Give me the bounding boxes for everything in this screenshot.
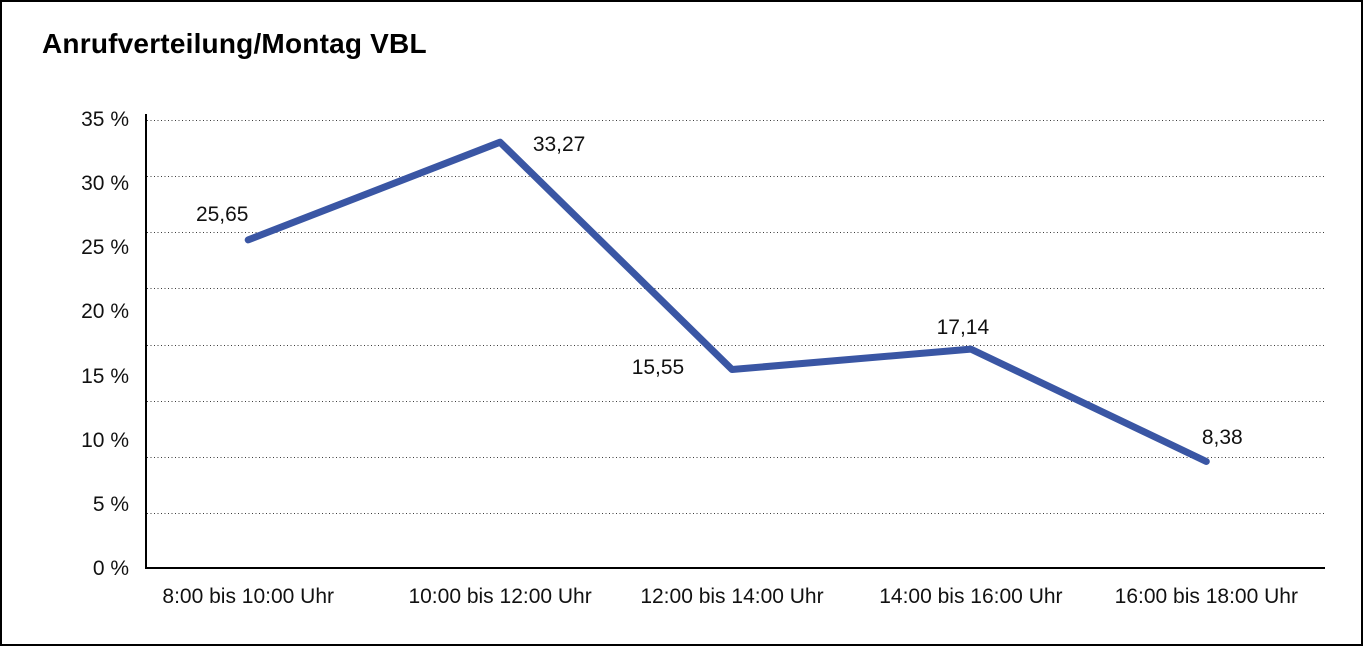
y-tick-label: 35 % [81,108,129,131]
y-tick-label: 30 % [81,172,129,196]
data-point-label: 33,27 [532,133,586,157]
gridline [147,120,1324,121]
x-tick-label: 12:00 bis 14:00 Uhr [640,585,824,608]
gridline [147,456,1324,458]
data-point-label: 8,38 [1201,426,1243,450]
x-tick-label: 14:00 bis 16:00 Uhr [879,585,1063,608]
gridline [147,344,1324,346]
gridline [147,512,1324,514]
y-tick-label: 10 % [81,428,129,452]
y-tick-label: 25 % [81,236,129,260]
gridline [147,176,1324,178]
y-tick-label: 15 % [81,364,129,388]
series-line-svg [244,138,1210,465]
x-tick-label: 10:00 bis 12:00 Uhr [408,585,592,608]
plot-area: 25,65 33,27 15,55 17,14 8,38 [147,120,1324,569]
y-axis-line [145,114,147,569]
gridline [147,232,1324,234]
x-tick-label: 8:00 bis 10:00 Uhr [162,585,335,608]
y-tick-label: 5 % [92,492,129,516]
x-tick-label: 16:00 bis 18:00 Uhr [1114,585,1298,608]
chart-title: Anrufverteilung/Montag VBL [42,28,427,59]
gridline [147,400,1324,402]
series-line [244,138,1210,465]
data-point-label: 15,55 [631,355,685,379]
y-tick-label: 0 % [92,557,129,580]
y-tick-label: 20 % [81,300,129,324]
y-axis-tick-labels: 35 % 30 % 25 % 20 % 15 % 10 % 5 % 0 % [2,108,129,580]
gridline [147,288,1324,290]
x-axis-tick-labels: 8:00 bis 10:00 Uhr 10:00 bis 12:00 Uhr 12:… [147,585,1324,615]
x-axis-line [145,567,1325,569]
data-point-label: 25,65 [195,202,249,226]
data-point-label: 17,14 [936,316,990,340]
